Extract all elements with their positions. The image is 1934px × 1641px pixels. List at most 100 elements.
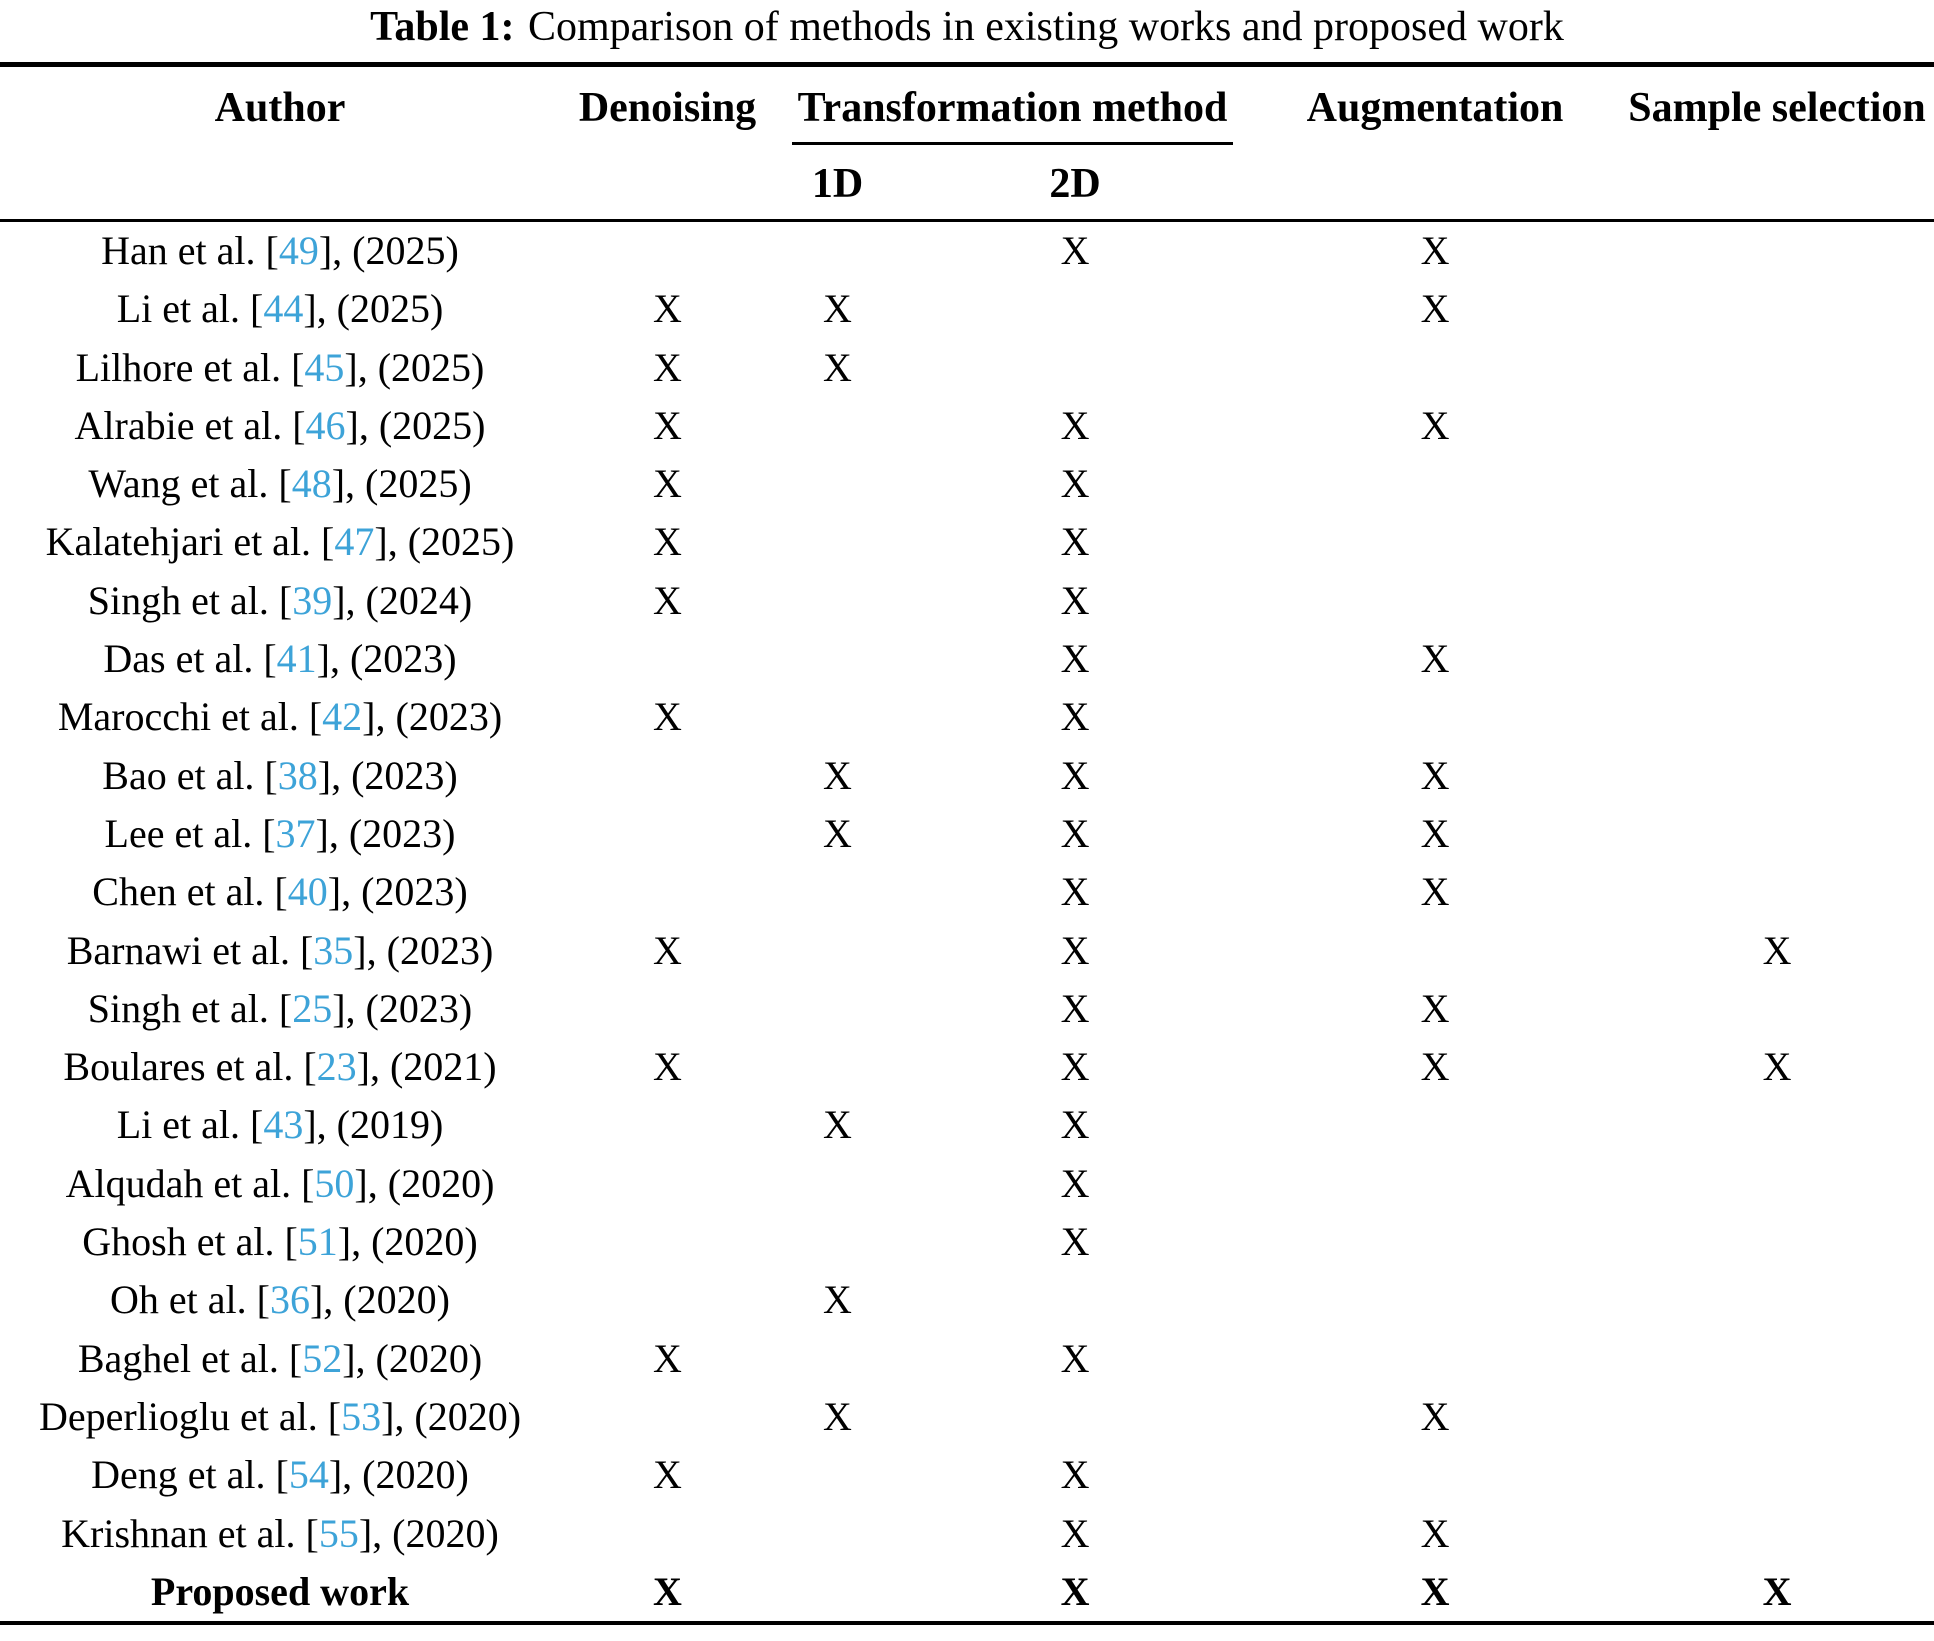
author-post: ], (2020) xyxy=(328,1452,469,1498)
mark-cell-augmentation xyxy=(1250,513,1620,571)
mark-cell-denoising xyxy=(560,863,775,921)
citation-link[interactable]: 42 xyxy=(322,694,363,740)
author-pre: Alqudah et al. [ xyxy=(65,1160,315,1206)
table-row: Han et al. [49], (2025) X X xyxy=(0,221,1934,281)
author-cell: Li et al. [43], (2019) xyxy=(0,1096,560,1154)
column-header-transformation-method: Transformation method xyxy=(775,67,1250,149)
author-post: ], (2021) xyxy=(356,1044,497,1090)
citation-link[interactable]: 44 xyxy=(263,286,304,332)
mark-cell-denoising: X xyxy=(653,694,682,740)
citation-link[interactable]: 36 xyxy=(269,1277,310,1323)
mark-cell-2d: X xyxy=(1060,1219,1090,1265)
author-cell: Lilhore et al. [45], (2025) xyxy=(0,339,560,397)
mark-cell-2d: X xyxy=(1060,869,1090,915)
mark-cell-1d xyxy=(775,1038,900,1096)
mark-cell-augmentation: X xyxy=(1420,752,1450,798)
mark-cell-augmentation xyxy=(1250,339,1620,397)
mark-cell-augmentation xyxy=(1250,1155,1620,1213)
author-pre: Li et al. [ xyxy=(116,286,264,332)
citation-link[interactable]: 46 xyxy=(305,402,346,448)
citation-link[interactable]: 49 xyxy=(278,228,319,273)
mark-cell-1d xyxy=(775,688,900,746)
citation-link[interactable]: 54 xyxy=(288,1452,329,1498)
author-post: ], (2025) xyxy=(374,519,515,565)
citation-link[interactable]: 53 xyxy=(341,1393,382,1439)
mark-cell-2d: X xyxy=(1060,985,1090,1031)
author-post: ], (2023) xyxy=(362,694,503,740)
citation-link[interactable]: 55 xyxy=(318,1510,359,1556)
author-pre: Singh et al. [ xyxy=(87,985,293,1031)
mark-cell-augmentation: X xyxy=(1420,810,1450,856)
citation-link[interactable]: 50 xyxy=(314,1160,355,1206)
citation-link[interactable]: 51 xyxy=(297,1219,338,1265)
subheader-empty-augmentation xyxy=(1250,149,1621,222)
column-header-sample-selection: Sample selection xyxy=(1628,85,1926,131)
subheader-empty-denoising xyxy=(560,149,775,222)
citation-link[interactable]: 45 xyxy=(304,344,345,390)
citation-link[interactable]: 25 xyxy=(292,985,333,1031)
citation-link[interactable]: 37 xyxy=(275,810,316,856)
mark-cell-augmentation: X xyxy=(1420,636,1450,682)
author-post: ], (2020) xyxy=(358,1510,499,1556)
subheader-empty-author xyxy=(0,149,560,222)
author-post: ], (2023) xyxy=(353,927,494,973)
mark-cell-1d xyxy=(775,221,900,281)
citation-link[interactable]: 52 xyxy=(302,1335,343,1381)
column-header-1d: 1D xyxy=(775,149,900,222)
citation-link[interactable]: 41 xyxy=(276,636,317,682)
table-row: Das et al. [41], (2023) X X xyxy=(0,630,1934,688)
author-cell: Deperlioglu et al. [53], (2020) xyxy=(0,1388,560,1446)
mark-cell-2d: X xyxy=(1060,577,1090,623)
table-row: Ghosh et al. [51], (2020) X xyxy=(0,1213,1934,1271)
citation-link[interactable]: 43 xyxy=(263,1102,304,1148)
mark-cell-sample-selection xyxy=(1620,339,1934,397)
author-pre: Alrabie et al. [ xyxy=(74,402,306,448)
mark-cell-sample-selection: X xyxy=(1762,1568,1792,1614)
mark-cell-sample-selection xyxy=(1620,397,1934,455)
mark-cell-1d: X xyxy=(823,286,852,332)
table-caption: Table 1: Comparison of methods in existin… xyxy=(0,2,1934,52)
author-post: ], (2025) xyxy=(318,228,459,273)
table-row: Chen et al. [40], (2023) X X xyxy=(0,863,1934,921)
mark-cell-denoising xyxy=(560,1388,775,1446)
mark-cell-sample-selection xyxy=(1620,1096,1934,1154)
mark-cell-augmentation xyxy=(1250,455,1620,513)
mark-cell-sample-selection: X xyxy=(1762,1044,1792,1090)
table-row: Oh et al. [36], (2020) X xyxy=(0,1271,1934,1329)
mark-cell-1d xyxy=(775,1505,900,1563)
citation-link[interactable]: 39 xyxy=(292,577,333,623)
mark-cell-sample-selection xyxy=(1620,280,1934,338)
citation-link[interactable]: 47 xyxy=(334,519,375,565)
mark-cell-1d xyxy=(775,455,900,513)
mark-cell-1d: X xyxy=(823,1277,852,1323)
author-pre: Kalatehjari et al. [ xyxy=(45,519,335,565)
table-row: Kalatehjari et al. [47], (2025) X X xyxy=(0,513,1934,571)
column-header-augmentation: Augmentation xyxy=(1306,85,1564,131)
mark-cell-denoising: X xyxy=(653,927,682,973)
author-pre: Ghosh et al. [ xyxy=(82,1219,298,1265)
author-post: ], (2020) xyxy=(381,1393,522,1439)
mark-cell-1d xyxy=(775,1213,900,1271)
mark-cell-2d: X xyxy=(1060,1102,1090,1148)
mark-cell-1d: X xyxy=(823,344,852,390)
citation-link[interactable]: 23 xyxy=(316,1044,357,1090)
author-cell: Lee et al. [37], (2023) xyxy=(0,805,560,863)
citation-link[interactable]: 35 xyxy=(313,927,354,973)
mark-cell-sample-selection xyxy=(1620,863,1934,921)
mark-cell-1d xyxy=(775,513,900,571)
mark-cell-2d: X xyxy=(1060,694,1090,740)
citation-link[interactable]: 38 xyxy=(277,752,318,798)
table-row: Barnawi et al. [35], (2023) X X X xyxy=(0,922,1934,980)
author-cell: Alqudah et al. [50], (2020) xyxy=(0,1155,560,1213)
citation-link[interactable]: 48 xyxy=(291,461,332,507)
citation-link[interactable]: 40 xyxy=(287,869,328,915)
column-header-2d: 2D xyxy=(900,149,1251,222)
mark-cell-2d xyxy=(900,339,1250,397)
author-pre: Lilhore et al. [ xyxy=(75,344,305,390)
author-cell: Chen et al. [40], (2023) xyxy=(0,863,560,921)
mark-cell-2d: X xyxy=(1060,1044,1090,1090)
mark-cell-sample-selection xyxy=(1620,572,1934,630)
mark-cell-denoising xyxy=(560,1213,775,1271)
table-row: Deperlioglu et al. [53], (2020) X X xyxy=(0,1388,1934,1446)
